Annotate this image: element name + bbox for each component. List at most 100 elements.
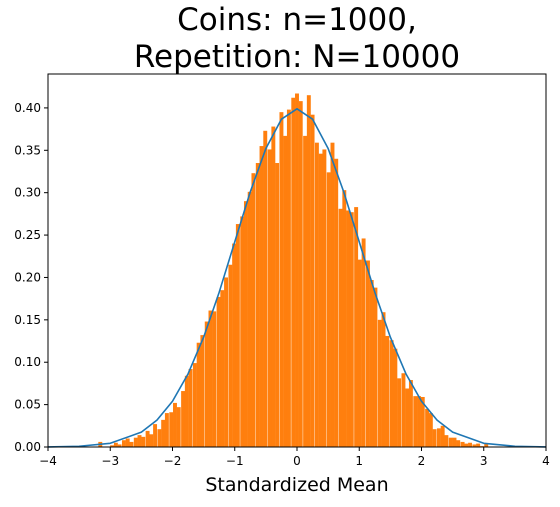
histogram-bar: [318, 153, 323, 447]
histogram-bar: [208, 310, 213, 447]
histogram-bar: [330, 142, 335, 448]
histogram-bar: [267, 149, 272, 447]
histogram-bar: [349, 212, 354, 447]
x-tick-label: −2: [164, 454, 182, 468]
histogram-bar: [484, 443, 489, 447]
histogram-bar: [169, 412, 174, 447]
histogram-bar: [338, 208, 343, 447]
x-tick-label: 2: [418, 454, 426, 468]
x-tick-label: 4: [542, 454, 550, 468]
histogram-bar: [137, 435, 142, 447]
histogram-bar: [334, 158, 339, 447]
histogram-bar: [232, 243, 237, 447]
histogram-bar: [291, 97, 296, 448]
histogram-bar: [428, 413, 433, 447]
histogram-bar: [408, 380, 413, 447]
histogram-bar: [306, 95, 311, 447]
histogram-bar: [247, 191, 252, 447]
normal-curve: [47, 108, 547, 448]
x-tick-label: 0: [293, 454, 301, 468]
histogram-bar: [432, 429, 437, 447]
histogram-bar: [113, 442, 118, 447]
histogram-bar: [263, 130, 268, 448]
y-tick-label: 0.10: [14, 355, 41, 369]
histogram-bar: [181, 391, 186, 447]
histogram-bar: [354, 207, 359, 447]
histogram-bar: [251, 173, 256, 447]
histogram-bar: [161, 419, 166, 447]
histogram-bar: [204, 321, 209, 447]
histogram-bar: [366, 260, 370, 447]
y-tick-label: 0.40: [14, 101, 41, 115]
histogram-bar: [405, 388, 410, 447]
histogram-bar: [259, 146, 264, 447]
y-tick-label: 0.15: [14, 313, 41, 327]
histogram-bar: [425, 408, 430, 447]
histogram-bar: [286, 109, 291, 447]
histogram-bar: [153, 424, 158, 447]
histogram-bar: [240, 216, 245, 447]
histogram-bar: [243, 201, 248, 447]
histogram-bar: [224, 277, 228, 447]
histogram-bar: [125, 438, 130, 447]
histogram-bar: [476, 443, 481, 447]
y-tick-label: 0.30: [14, 186, 41, 200]
histogram-bar: [228, 264, 233, 447]
histogram-bar: [283, 135, 288, 447]
x-axis-label: Standardized Mean: [205, 474, 389, 496]
histogram-bar: [377, 319, 382, 447]
histogram-bar: [456, 440, 461, 447]
y-tick-label: 0.20: [14, 270, 41, 284]
histogram-bar: [385, 335, 390, 447]
histogram-bar: [176, 407, 181, 447]
histogram-bar: [326, 172, 331, 447]
chart-title: Coins: n=1000, Repetition: N=10000: [48, 2, 546, 76]
y-tick-label: 0.25: [14, 228, 41, 242]
histogram-bar: [200, 335, 205, 447]
histogram-bar: [184, 375, 189, 447]
histogram-bar: [397, 378, 402, 447]
histogram-bar: [271, 126, 276, 447]
histogram-bar: [220, 290, 225, 447]
histogram-bar: [117, 444, 122, 447]
y-tick-label: 0.00: [14, 440, 41, 454]
histogram-bar: [303, 135, 308, 447]
histogram-bar: [381, 312, 386, 447]
histogram-bar: [192, 363, 197, 447]
histogram-bar: [444, 435, 449, 447]
histogram-bar: [149, 434, 154, 447]
histogram-bar: [279, 112, 284, 448]
histogram-bar: [472, 444, 477, 447]
histogram-bar: [295, 93, 299, 447]
histogram-bar: [255, 163, 260, 447]
histogram-bar: [133, 437, 138, 447]
normal-curve-line: [47, 108, 547, 448]
x-tick-label: −4: [39, 454, 57, 468]
histogram-bar: [298, 101, 303, 447]
histogram-bar: [373, 287, 378, 447]
histogram-bar: [173, 402, 177, 447]
histogram-bar: [121, 440, 126, 447]
histogram-bar: [212, 311, 217, 447]
histogram-bar: [357, 259, 362, 447]
histogram-bar: [275, 163, 280, 447]
histogram-bar: [141, 436, 146, 447]
histogram-bar: [361, 238, 366, 447]
histogram-bar: [369, 280, 374, 447]
histogram-bar: [464, 443, 469, 447]
histogram-bar: [322, 149, 327, 447]
x-tick-label: −1: [226, 454, 244, 468]
histogram-bar: [417, 396, 421, 447]
y-tick-label: 0.35: [14, 143, 41, 157]
x-tick-label: 1: [355, 454, 363, 468]
histogram-bar: [452, 437, 457, 447]
histogram-bar: [310, 114, 315, 447]
x-tick-label: 3: [480, 454, 488, 468]
histogram-bar: [129, 441, 134, 447]
histogram-bar: [145, 430, 150, 447]
histogram-bar: [188, 369, 193, 447]
chart-title-line-1: Coins: n=1000,: [177, 2, 417, 38]
histogram-bar: [460, 441, 465, 447]
histogram-bar: [110, 445, 115, 447]
